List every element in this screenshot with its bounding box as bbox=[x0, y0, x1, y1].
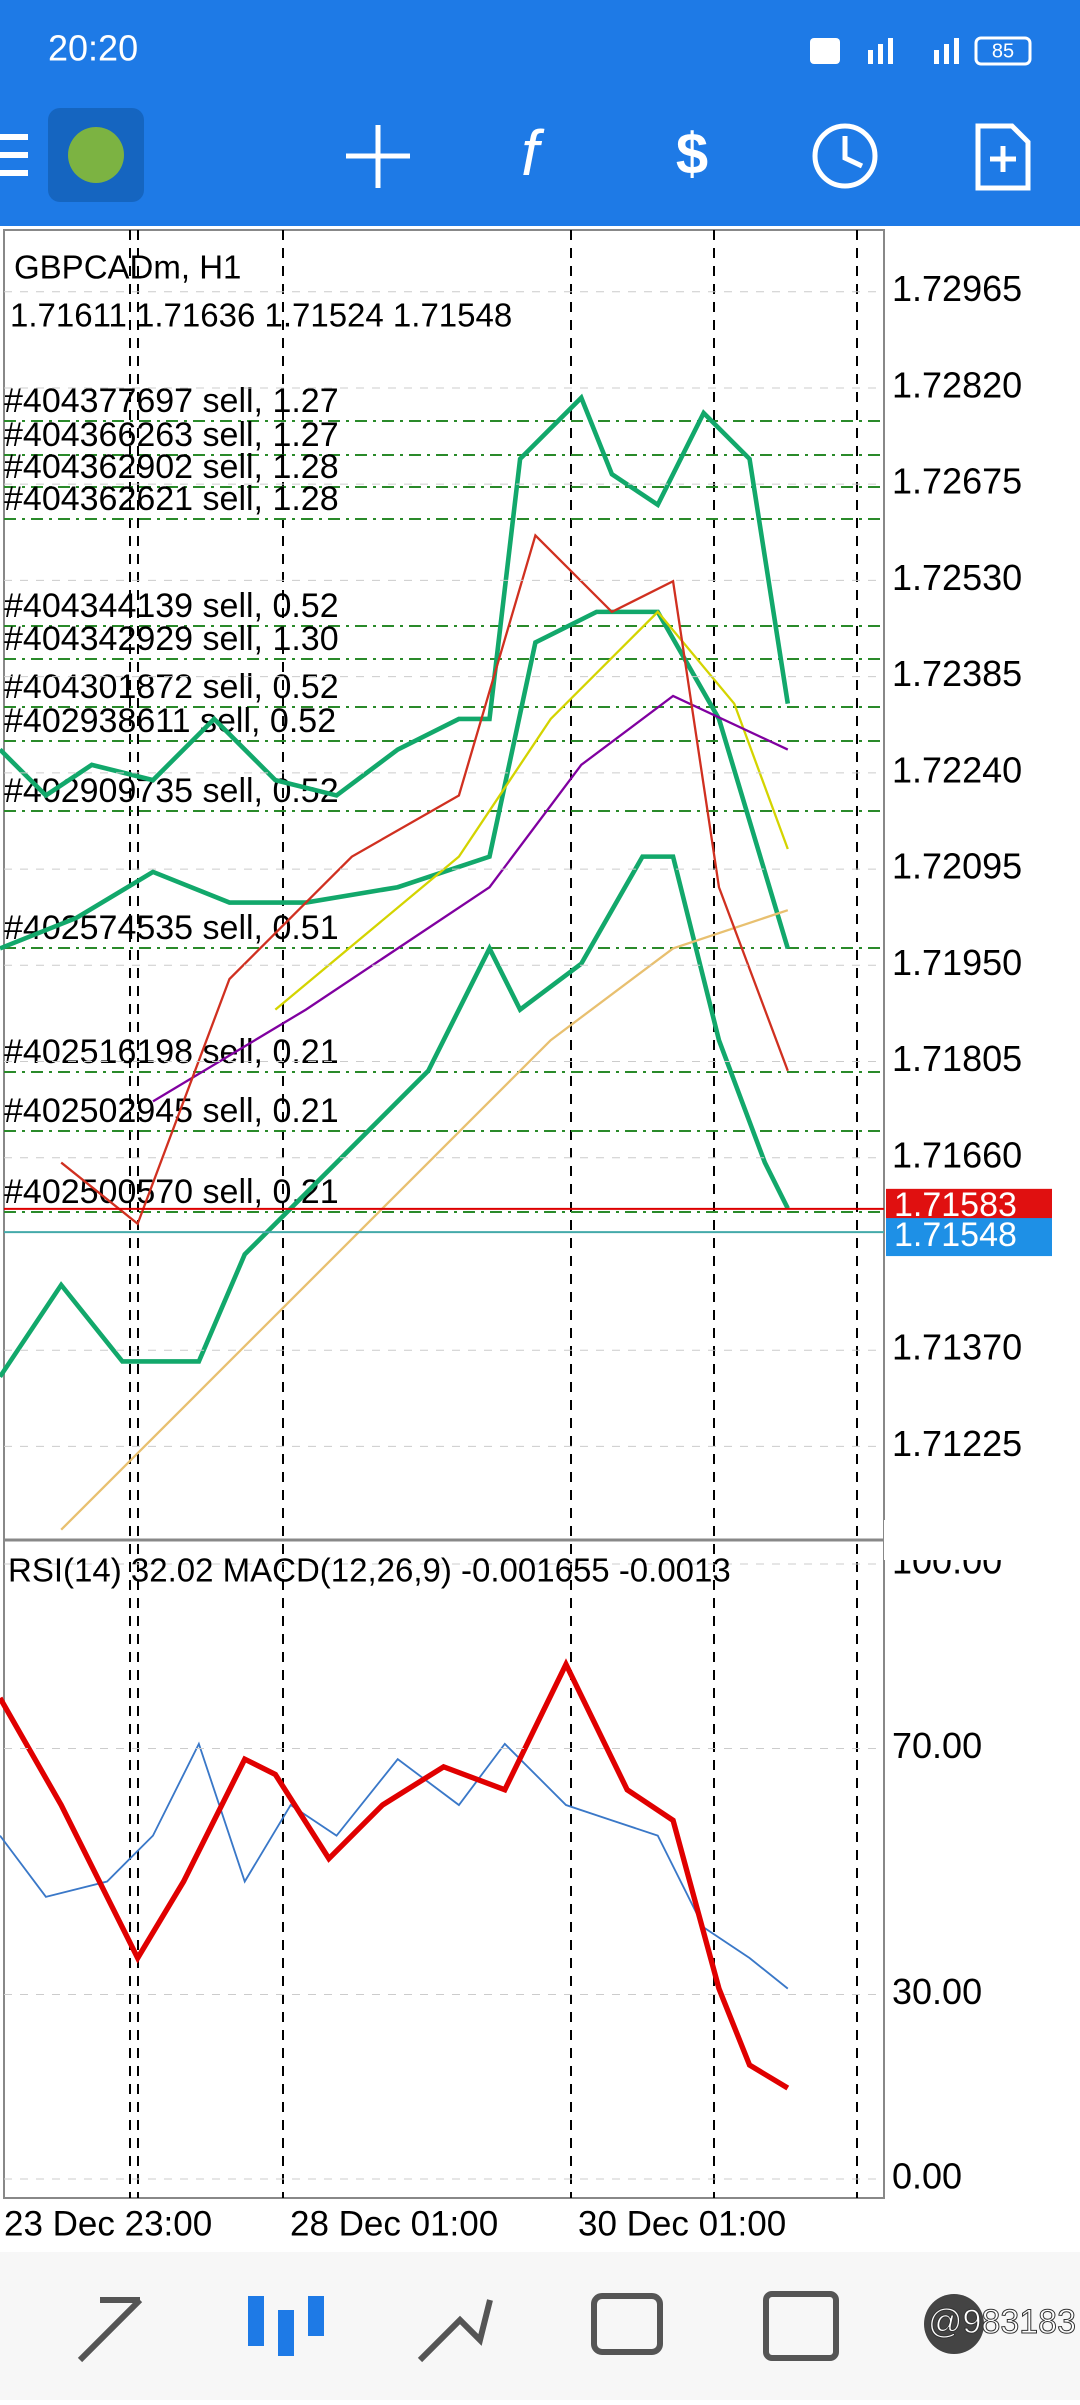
battery-level: 85 bbox=[992, 40, 1014, 62]
price-tick-label: 1.72095 bbox=[892, 846, 1022, 887]
price-tick-label: 1.71950 bbox=[892, 942, 1022, 983]
status-time: 20:20 bbox=[48, 28, 138, 69]
axis-mask bbox=[884, 1520, 1080, 1560]
rsi-tick-label: 0.00 bbox=[892, 2156, 962, 2197]
nav-quotes[interactable] bbox=[77, 2297, 143, 2363]
order-label: #404362902 sell, 1.28 bbox=[4, 448, 339, 486]
time-label: 30 Dec 01:00 bbox=[578, 2204, 786, 2243]
ask-label: 1.71583 bbox=[894, 1186, 1017, 1224]
nav-messages[interactable] bbox=[924, 2294, 984, 2354]
chart-frame bbox=[3, 229, 885, 2199]
ohlc: 1.71611 1.71636 1.71524 1.71548 bbox=[10, 297, 512, 334]
price-tick-label: 1.72240 bbox=[892, 749, 1022, 790]
nav-trade[interactable] bbox=[417, 2299, 493, 2363]
time-label: 28 Dec 01:00 bbox=[290, 2204, 498, 2243]
nav-news[interactable] bbox=[763, 2291, 839, 2361]
order-label: #402574535 sell, 0.51 bbox=[4, 909, 339, 947]
time-label: 23 Dec 23:00 bbox=[4, 2204, 212, 2243]
order-label: #402938611 sell, 0.52 bbox=[4, 702, 336, 740]
order-label: #402500570 sell, 0.21 bbox=[4, 1173, 339, 1211]
price-tick-label: 1.71660 bbox=[892, 1134, 1022, 1175]
battery bbox=[974, 36, 1032, 66]
price-tick-label: 1.72675 bbox=[892, 461, 1022, 502]
indicator-label: RSI(14) 32.02 MACD(12,26,9) -0.001655 -0… bbox=[8, 1552, 731, 1589]
crosshair-button[interactable] bbox=[346, 125, 410, 188]
bid-label: 1.71548 bbox=[894, 1216, 1017, 1254]
order-label: #402516198 sell, 0.21 bbox=[4, 1033, 339, 1071]
order-label: #402502945 sell, 0.21 bbox=[4, 1092, 339, 1130]
period-button[interactable] bbox=[812, 123, 878, 189]
app-header bbox=[0, 0, 1080, 226]
price-tick-label: 1.71225 bbox=[892, 1423, 1022, 1464]
price-tick-label: 1.72820 bbox=[892, 364, 1022, 405]
order-label: #404344139 sell, 0.52 bbox=[4, 587, 339, 625]
order-label: #404366263 sell, 1.27 bbox=[4, 416, 339, 454]
new-order-button[interactable] bbox=[975, 123, 1031, 191]
trade-button[interactable]: $ bbox=[676, 121, 708, 186]
price-tick-label: 1.72965 bbox=[892, 268, 1022, 309]
indicator-curves bbox=[0, 393, 791, 2091]
period-separators bbox=[129, 230, 858, 2198]
nav-history[interactable] bbox=[591, 2293, 663, 2355]
rsi-tick-label: 30.00 bbox=[892, 1971, 982, 2012]
order-label: #402909735 sell, 0.52 bbox=[4, 772, 339, 810]
bottom-nav bbox=[0, 2252, 1080, 2400]
menu-button[interactable] bbox=[0, 134, 28, 176]
order-label: #404362621 sell, 1.28 bbox=[4, 480, 339, 518]
chart-symbol: GBPCADm, H1 bbox=[14, 249, 241, 286]
order-label: #404342929 sell, 1.30 bbox=[4, 620, 339, 658]
order-label: #404301872 sell, 0.52 bbox=[4, 668, 339, 706]
rsi-tick-label: 70.00 bbox=[892, 1725, 982, 1766]
order-lines: #404377697 sell, 1.27#404366263 sell, 1.… bbox=[4, 382, 884, 1213]
logo-globe bbox=[68, 127, 124, 183]
price-tick-label: 1.72530 bbox=[892, 557, 1022, 598]
price-tick-label: 1.71805 bbox=[892, 1038, 1022, 1079]
bid-box bbox=[886, 1218, 1052, 1257]
signal-icons bbox=[810, 38, 959, 64]
axes: 1.72965 1.72820 1.72675 1.72530 1.72385 1.722… bbox=[4, 268, 1052, 2243]
price-tick-label: 1.72385 bbox=[892, 653, 1022, 694]
nav-chart[interactable] bbox=[248, 2296, 324, 2356]
watermark: @983183 bbox=[928, 2303, 1076, 2341]
price-tick-label: 1.71370 bbox=[892, 1327, 1022, 1368]
